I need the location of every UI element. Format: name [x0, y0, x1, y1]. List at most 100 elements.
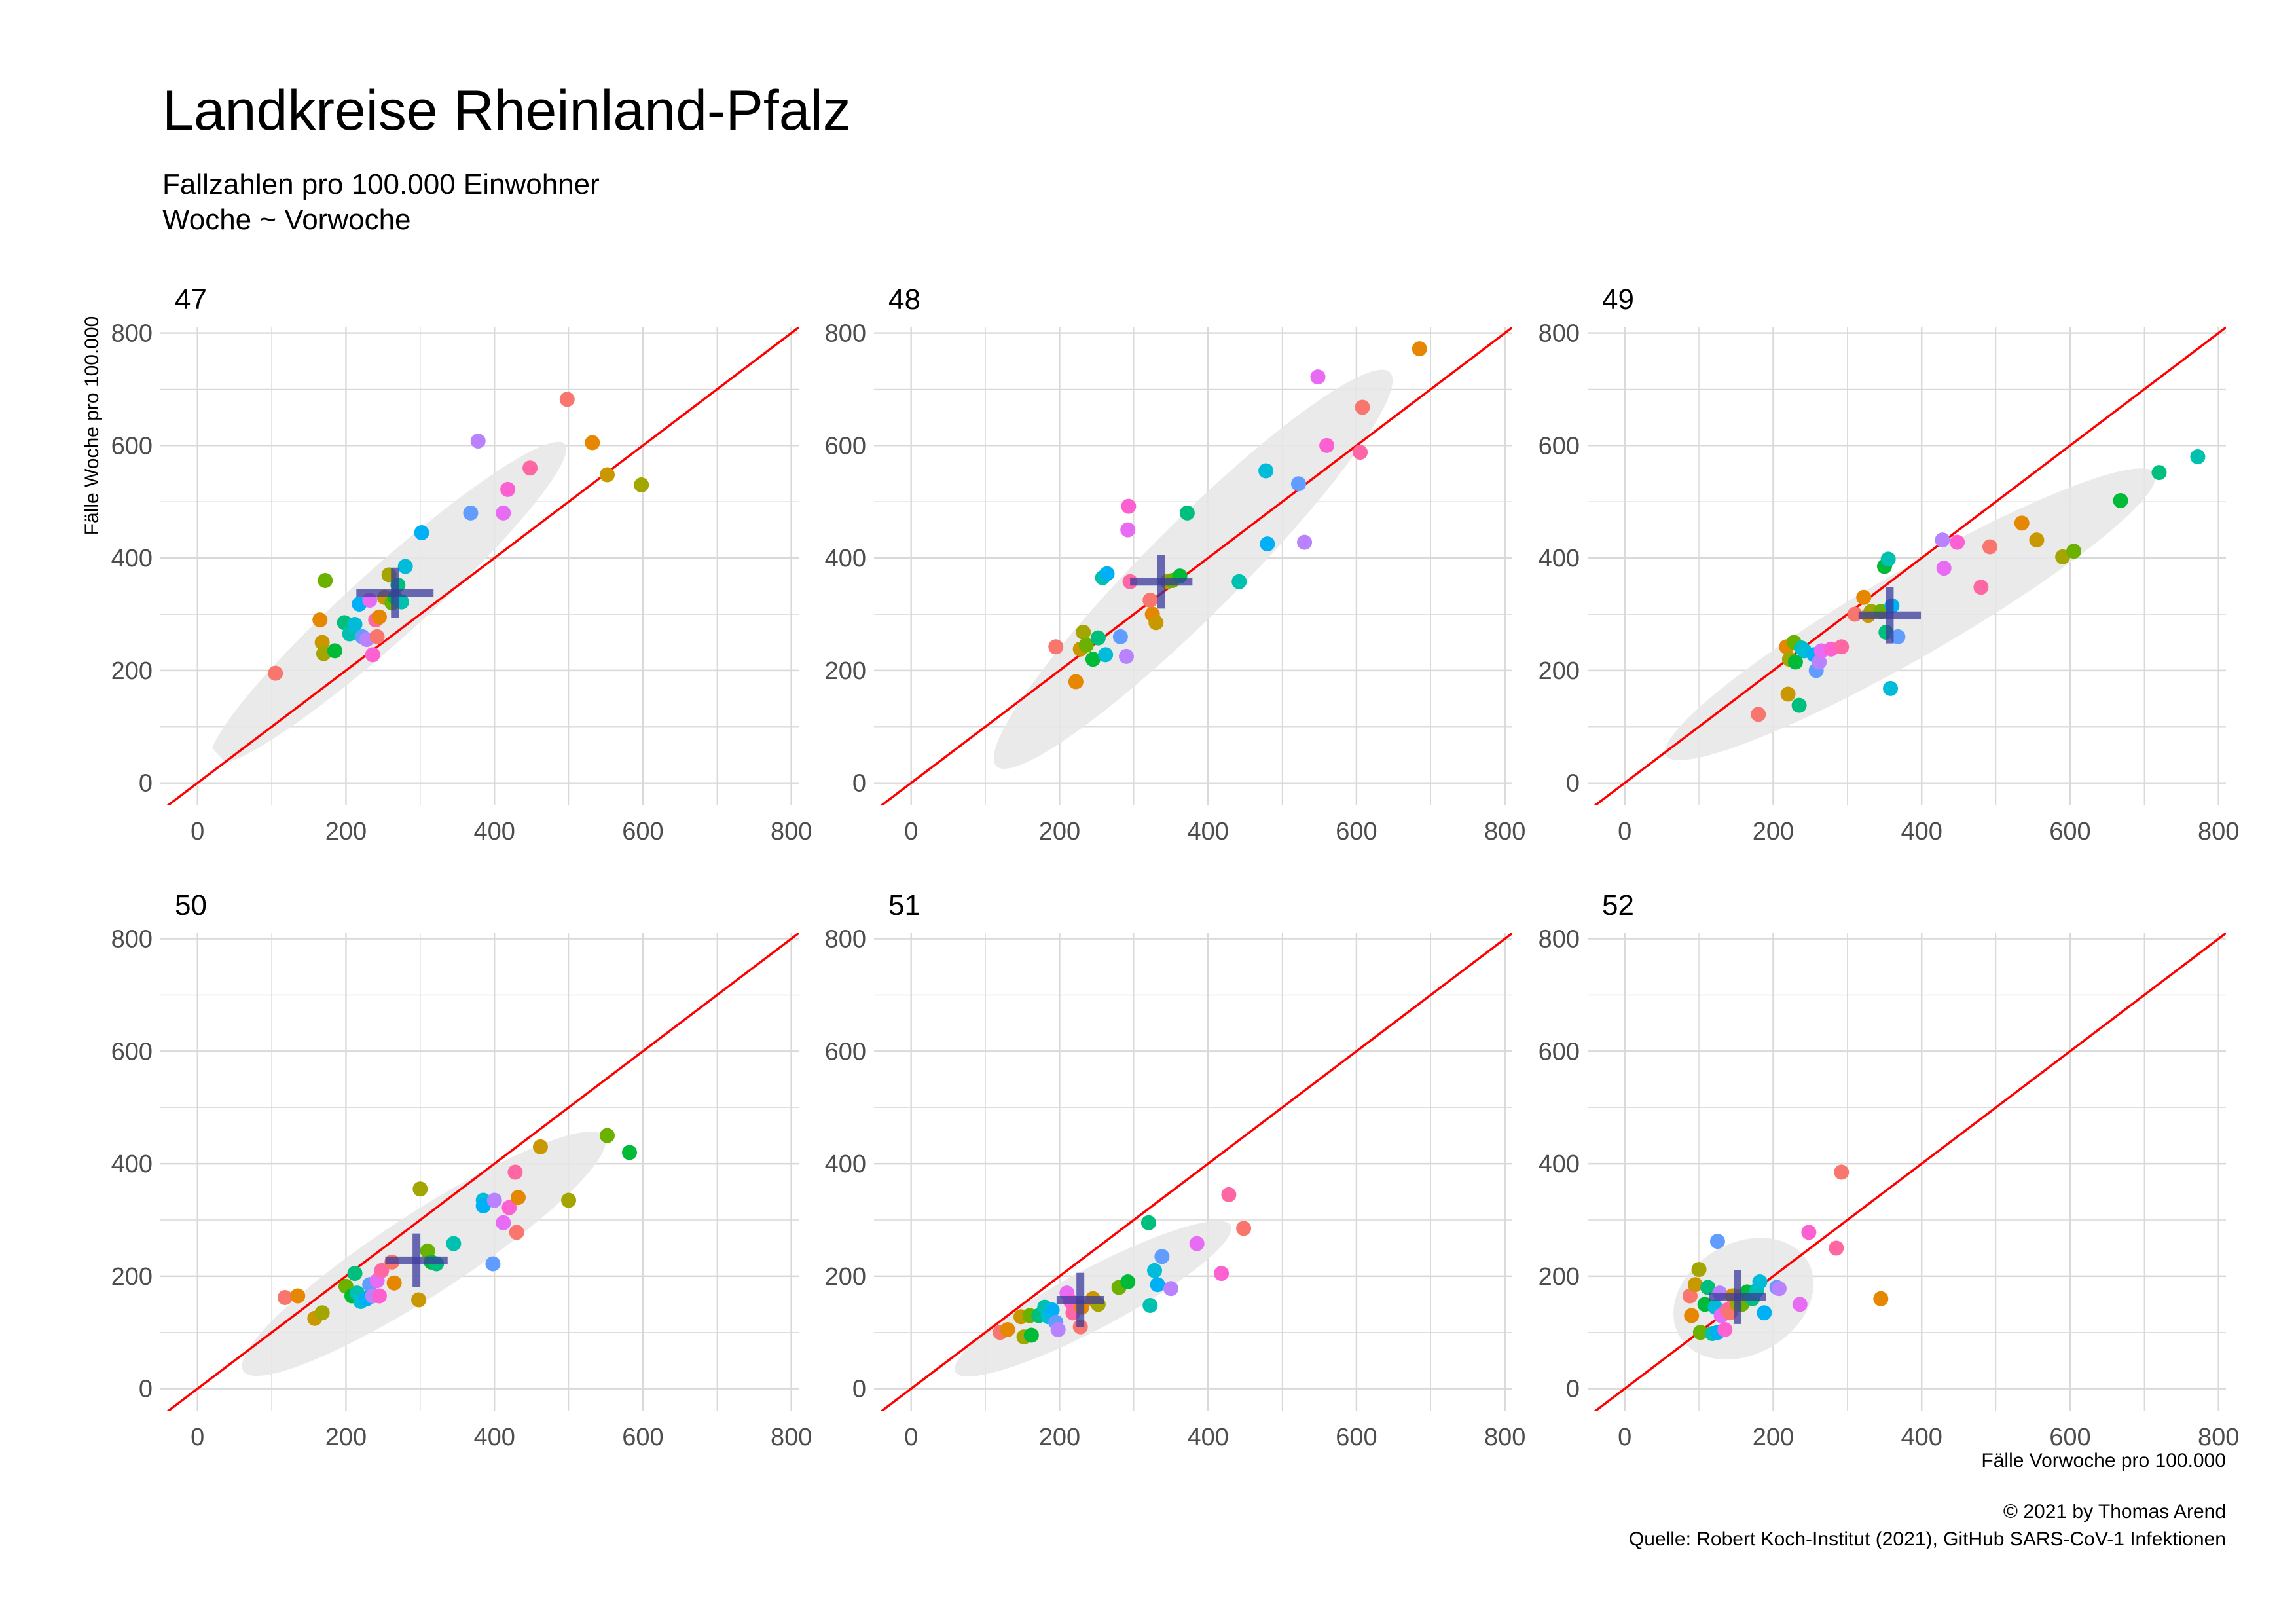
- data-point: [463, 505, 479, 521]
- data-point: [1353, 445, 1368, 460]
- x-tick-label: 0: [191, 1424, 204, 1451]
- data-point: [485, 1256, 501, 1272]
- y-tick-label: 0: [852, 1376, 866, 1403]
- y-tick-label: 800: [825, 320, 866, 348]
- data-point: [1140, 1215, 1156, 1230]
- y-tick-label: 400: [1539, 1151, 1580, 1178]
- y-tick-label: 800: [111, 320, 153, 348]
- data-point: [1812, 654, 1827, 670]
- data-point: [561, 1192, 577, 1208]
- x-tick-label: 0: [904, 1424, 918, 1451]
- x-tick-label: 800: [2198, 1424, 2239, 1451]
- x-tick-label: 200: [325, 1424, 367, 1451]
- y-axis-title: Fälle Woche pro 100.000: [81, 316, 103, 536]
- data-point: [1023, 1327, 1039, 1343]
- data-point: [1076, 624, 1091, 640]
- x-tick-label: 400: [1901, 1424, 1942, 1451]
- data-point: [1856, 589, 1872, 605]
- x-tick-label: 400: [1187, 1424, 1228, 1451]
- data-point: [314, 635, 330, 650]
- caption-line-2: Quelle: Robert Koch-Institut (2021), Git…: [1629, 1528, 2226, 1550]
- panel-label: 48: [888, 284, 920, 316]
- data-point: [1355, 399, 1370, 415]
- data-point: [500, 481, 516, 497]
- panel-49: 49 0 200 400 600 800 0 200 400 600 800: [1539, 284, 2240, 845]
- x-tick-label: 600: [2049, 818, 2090, 845]
- data-point: [1873, 1291, 1889, 1306]
- data-point: [1048, 639, 1064, 655]
- data-point: [1000, 1321, 1015, 1337]
- data-point: [1834, 1164, 1850, 1180]
- data-point: [496, 1215, 511, 1230]
- data-point: [2055, 549, 2071, 564]
- data-point: [1290, 476, 1306, 492]
- y-tick-label: 800: [1539, 320, 1580, 348]
- y-tick-label: 200: [825, 1263, 866, 1291]
- y-tick-label: 200: [111, 657, 153, 685]
- data-point: [1973, 580, 1989, 595]
- points: [993, 1187, 1252, 1345]
- data-point: [1085, 652, 1101, 667]
- panel-48: 48 0 200 400 600 800 0 200 400 600 800: [825, 284, 1526, 845]
- x-tick-label: 800: [1484, 1424, 1525, 1451]
- y-tick-label: 600: [1539, 432, 1580, 460]
- data-point: [446, 1236, 462, 1251]
- data-point: [1258, 463, 1274, 479]
- data-point: [1221, 1187, 1237, 1202]
- data-point: [1121, 498, 1137, 514]
- chart-subtitle-line-1: Fallzahlen pro 100.000 Einwohner: [162, 168, 600, 200]
- y-tick-label: 400: [825, 1151, 866, 1178]
- data-point: [1717, 1321, 1733, 1337]
- y-tick-label: 600: [825, 432, 866, 460]
- data-point: [522, 460, 538, 476]
- x-tick-label: 800: [2198, 818, 2239, 845]
- y-tick-label: 600: [1539, 1038, 1580, 1065]
- panel-47: 47 0 200 400 600 800 0 200 400 600 800: [111, 284, 812, 845]
- y-tick-label: 600: [111, 1038, 153, 1065]
- panel-label: 47: [175, 284, 207, 316]
- data-point: [290, 1288, 306, 1304]
- data-point: [1142, 593, 1158, 608]
- y-tick-label: 400: [111, 1151, 153, 1178]
- y-tick-label: 200: [111, 1263, 153, 1291]
- data-point: [1120, 1274, 1136, 1289]
- data-point: [397, 559, 413, 574]
- y-tick-label: 800: [1539, 926, 1580, 953]
- data-point: [1772, 1281, 1787, 1297]
- data-point: [327, 643, 342, 659]
- x-tick-label: 600: [622, 1424, 663, 1451]
- y-tick-label: 200: [825, 657, 866, 685]
- x-tick-label: 400: [1187, 818, 1228, 845]
- data-point: [1297, 534, 1313, 550]
- x-tick-label: 200: [325, 818, 367, 845]
- y-tick-label: 200: [1539, 1263, 1580, 1291]
- data-point: [1982, 539, 1997, 555]
- data-point: [1751, 707, 1766, 722]
- data-point: [365, 647, 380, 663]
- facet-panels: 47 0 200 400 600 800 0 200 400 600 800 48 0 200 400 600…: [111, 284, 2240, 1451]
- data-point: [268, 665, 283, 681]
- y-tick-label: 800: [825, 926, 866, 953]
- data-point: [371, 609, 387, 625]
- x-tick-label: 0: [1618, 818, 1631, 845]
- data-point: [532, 1139, 548, 1154]
- data-point: [1179, 505, 1195, 521]
- data-point: [1142, 1298, 1158, 1314]
- data-point: [1890, 629, 1906, 644]
- data-point: [1787, 654, 1803, 670]
- y-tick-label: 0: [139, 770, 153, 798]
- data-point: [2014, 515, 2030, 531]
- data-point: [1700, 1280, 1716, 1295]
- data-point: [475, 1198, 491, 1214]
- x-tick-label: 0: [1618, 1424, 1631, 1451]
- panel-51: 51 0 200 400 600 800 0 200 400 600 800: [825, 889, 1526, 1451]
- y-tick-label: 400: [1539, 545, 1580, 572]
- data-point: [1260, 536, 1275, 552]
- y-tick-label: 400: [111, 545, 153, 572]
- data-point: [1147, 1263, 1163, 1278]
- data-point: [486, 1192, 502, 1208]
- data-point: [600, 467, 615, 483]
- data-point: [1692, 1325, 1708, 1340]
- reference-line: [879, 327, 1512, 805]
